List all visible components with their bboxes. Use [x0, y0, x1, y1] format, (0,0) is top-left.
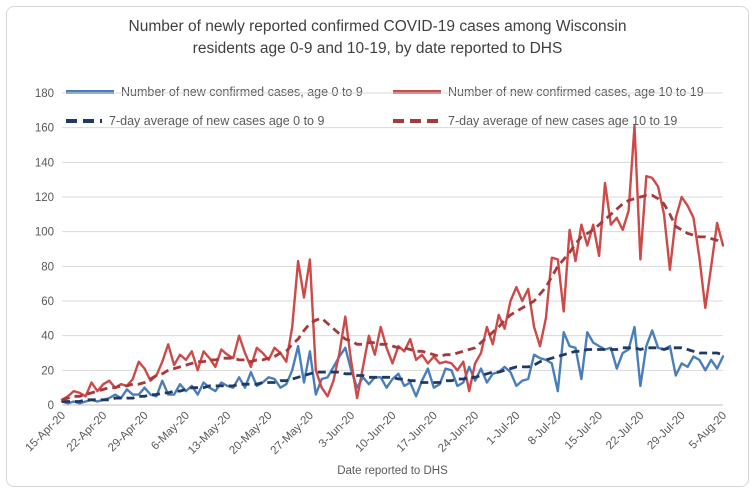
y-axis-tick-label: 100 [35, 227, 54, 239]
y-axis-tick-label: 0 [48, 400, 54, 412]
x-axis-tick-label: 5-Aug-20 [687, 410, 729, 452]
legend-label: Number of new confirmed cases, age 10 to… [448, 85, 704, 99]
x-axis-tick-label: 1-Jul-20 [485, 410, 523, 448]
line-7day-avg-age-10-19 [61, 193, 724, 402]
x-axis-tick-label: 10-Jun-20 [354, 410, 399, 455]
y-axis-tick-label: 40 [41, 331, 54, 343]
legend-swatch-solid-blue [66, 90, 114, 94]
legend-label: 7-day average of new cases age 0 to 9 [109, 114, 325, 128]
x-axis-tick-label: 29-Jul-20 [645, 410, 687, 452]
x-axis-tick-label: 22-Jul-20 [604, 410, 646, 452]
legend-label: 7-day average of new cases age 10 to 19 [448, 114, 678, 128]
line-new-cases-age-0-9 [60, 325, 725, 405]
chart-title: Number of newly reported confirmed COVID… [0, 16, 755, 61]
x-axis-tick-label: 17-Jun-20 [395, 410, 440, 455]
y-axis-tick-label: 20 [41, 365, 54, 377]
x-axis-tick-label: 6-May-20 [149, 410, 192, 453]
x-axis-tick-label: 15-Apr-20 [23, 410, 68, 455]
y-axis-tick-label: 160 [35, 123, 54, 135]
chart-title-line2: residents age 0-9 and 10-19, by date rep… [192, 40, 563, 58]
legend-swatch-solid-red [393, 90, 441, 94]
line-7day-avg-age-0-9 [62, 346, 724, 403]
y-axis-tick-label: 60 [41, 296, 54, 308]
chart-title-line1: Number of newly reported confirmed COVID… [128, 18, 627, 35]
legend-label: Number of new confirmed cases, age 0 to … [121, 85, 363, 99]
x-axis-tick-label: 27-May-20 [269, 410, 316, 457]
x-axis-tick-label: 24-Jun-20 [436, 410, 481, 455]
chart-border [6, 6, 749, 487]
legend-swatch-dashed-darkred [393, 119, 441, 123]
y-axis-tick-label: 120 [35, 192, 54, 204]
legend-item-new-cases-age-0-9: Number of new confirmed cases, age 0 to … [66, 84, 363, 100]
legend-item-avg-age-0-9: 7-day average of new cases age 0 to 9 [66, 113, 324, 129]
x-axis-tick-label: 15-Jul-20 [563, 410, 605, 452]
y-axis-tick-label: 180 [35, 88, 54, 100]
x-axis-tick-label: 8-Jul-20 [526, 410, 564, 448]
x-axis-tick-label: 20-May-20 [227, 410, 274, 457]
x-axis-title: Date reported to DHS [337, 465, 448, 477]
y-axis-tick-label: 80 [41, 261, 54, 273]
legend-item-new-cases-age-10-19: Number of new confirmed cases, age 10 to… [393, 84, 704, 100]
legend-swatch-dashed-navy [66, 119, 102, 123]
line-new-cases-age-10-19 [60, 124, 725, 401]
x-axis-tick-label: 3-Jun-20 [317, 410, 358, 451]
x-axis-tick-label: 22-Apr-20 [65, 410, 110, 455]
x-axis-tick-label: 29-Apr-20 [106, 410, 151, 455]
legend-item-avg-age-10-19: 7-day average of new cases age 10 to 19 [393, 113, 677, 129]
y-axis-tick-label: 140 [35, 157, 54, 169]
x-axis-tick-label: 13-May-20 [186, 410, 233, 457]
